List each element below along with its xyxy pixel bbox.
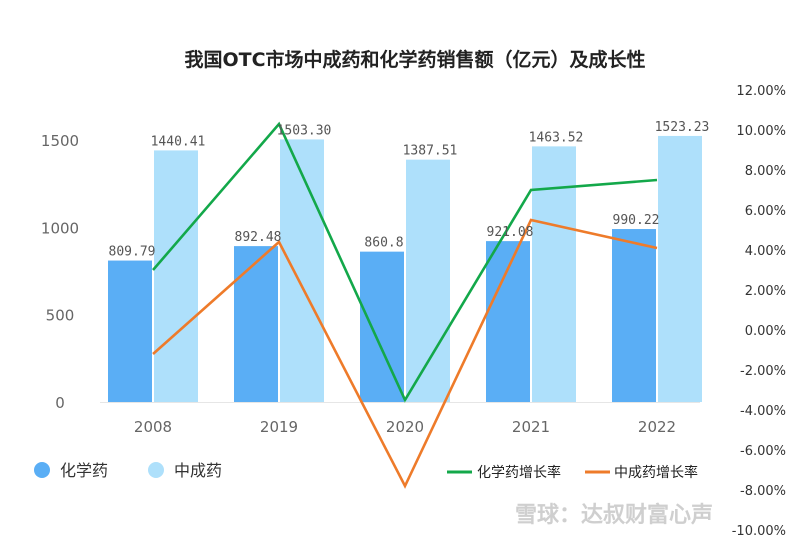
legend-lines: 化学药增长率 中成药增长率 [447,464,698,481]
data-label-tcm-2008: 1440.41 [151,134,206,149]
right-tick-label: 12.00% [736,84,786,99]
right-tick-label: -4.00% [740,404,786,419]
data-label-tcm-2019: 1503.30 [277,123,332,138]
data-label-layer: 809.79 1440.41 892.48 1503.30 860.8 1387.51 92… [109,120,710,260]
x-tick-label: 2008 [134,418,172,436]
data-label-tcm-2022: 1523.23 [655,120,710,135]
right-tick-label: 10.00% [736,124,786,139]
bar-layer [108,135,702,403]
legend-swatch-tcm [148,462,164,478]
right-tick-label: 6.00% [745,204,786,219]
left-tick-label: 1500 [41,132,79,150]
data-label-chem-2022: 990.22 [613,213,660,228]
legend-label-chem-growth: 化学药增长率 [477,464,561,481]
data-label-tcm-2021: 1463.52 [529,130,584,145]
legend-label-tcm-growth: 中成药增长率 [614,464,698,481]
x-tick-label: 2022 [638,418,676,436]
bar-tcm-2019 [280,139,324,403]
right-tick-label: 2.00% [745,284,786,299]
left-tick-label: 1000 [41,219,79,237]
right-axis-ticks: -10.00% -8.00% -6.00% -4.00% -2.00% 0.00% 2.00… [732,84,786,538]
right-tick-label: 0.00% [745,324,786,339]
data-label-chem-2020: 860.8 [364,236,403,251]
bar-chem-2008 [108,260,152,402]
bar-chem-2019 [234,246,278,402]
left-tick-label: 0 [55,394,65,412]
x-tick-label: 2020 [386,418,424,436]
bar-tcm-2008 [154,150,198,402]
left-axis-ticks: 0 500 1000 1500 [41,132,79,412]
right-tick-label: -10.00% [732,524,786,538]
right-tick-label: -2.00% [740,364,786,379]
right-tick-label: 8.00% [745,164,786,179]
right-tick-label: -8.00% [740,484,786,499]
right-tick-label: -6.00% [740,444,786,459]
bar-tcm-2022 [658,135,702,402]
x-axis-ticks: 2008 2019 2020 2021 2022 [134,418,676,436]
data-label-chem-2008: 809.79 [109,245,156,260]
right-tick-label: 4.00% [745,244,786,259]
left-tick-label: 500 [46,307,75,325]
watermark-text: 雪球：达叔财富心声 [515,502,713,528]
line-chem-growth [152,121,658,403]
x-tick-label: 2021 [512,418,550,436]
line-tcm-growth [152,218,658,489]
line-layer [152,121,658,489]
legend-bars: 化学药 中成药 [34,461,222,480]
bar-chem-2021 [486,241,530,402]
legend-label-tcm: 中成药 [174,461,222,480]
data-label-chem-2019: 892.48 [235,230,282,245]
data-label-tcm-2020: 1387.51 [403,144,458,159]
data-label-chem-2021: 921.08 [487,225,534,240]
legend-label-chem: 化学药 [60,461,108,480]
bar-tcm-2020 [406,159,450,402]
legend-swatch-chem [34,462,50,478]
bar-chem-2022 [612,229,656,402]
x-tick-label: 2019 [260,418,298,436]
bar-chem-2020 [360,251,404,402]
bar-tcm-2021 [532,146,576,402]
chart-title: 我国OTC市场中成药和化学药销售额（亿元）及成长性 [184,48,645,71]
